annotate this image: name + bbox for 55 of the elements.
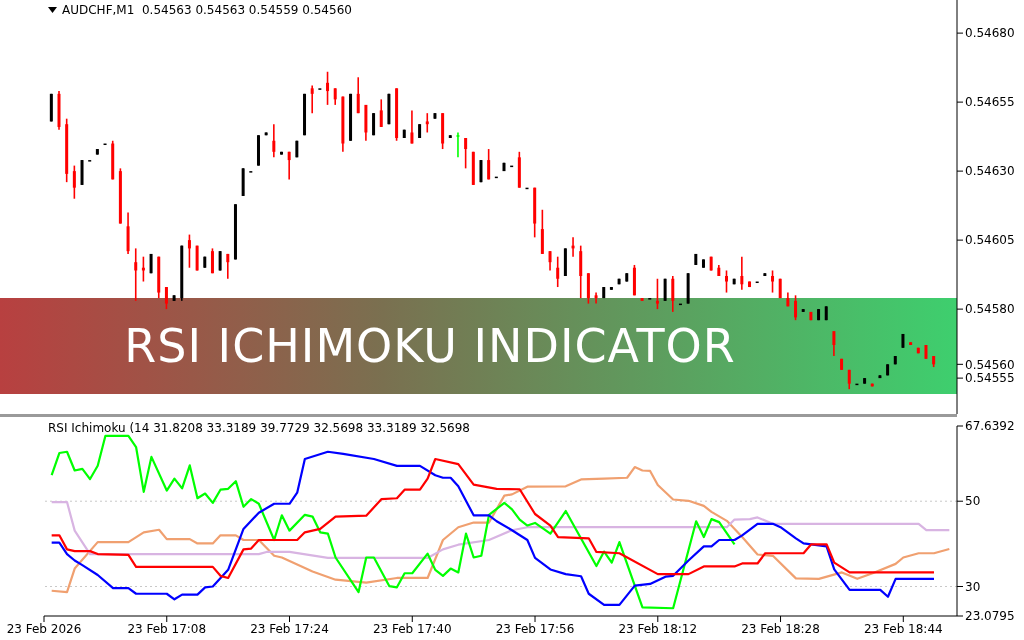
x-tick-label: 23 Feb 17:40 xyxy=(372,621,452,636)
x-tick-label: 23 Feb 17:56 xyxy=(495,621,575,636)
candlestick xyxy=(134,247,138,302)
candlestick xyxy=(226,253,230,280)
annotation: RSI ICHIMOKU INDICATOR xyxy=(124,319,736,373)
y-tick-label: 0.54560 xyxy=(965,357,1015,372)
candlestick xyxy=(410,109,414,145)
y-tick-label: 0.54580 xyxy=(965,302,1015,317)
x-tick-label: 23 Feb 2026 xyxy=(6,621,82,636)
candlestick xyxy=(671,275,675,313)
y-tick-label: 50 xyxy=(965,494,981,509)
x-tick-label: 23 Feb 18:44 xyxy=(863,621,943,636)
y-tick-label: 0.54555 xyxy=(965,371,1015,386)
candlestick xyxy=(210,247,214,275)
candlestick xyxy=(356,76,360,114)
chart-title: AUDCHF,M1 0.54563 0.54563 0.54559 0.54560 xyxy=(62,3,352,17)
x-tick-label: 23 Feb 17:08 xyxy=(127,621,207,636)
line-series xyxy=(50,434,736,610)
candlestick xyxy=(287,151,291,181)
candlestick xyxy=(379,98,383,128)
candlestick xyxy=(72,164,76,200)
candlestick xyxy=(272,123,276,159)
candlestick xyxy=(725,269,728,294)
candlestick xyxy=(187,233,191,269)
y-tick-label: 0.54630 xyxy=(965,164,1015,179)
candlestick xyxy=(771,269,775,294)
y-tick-label: 67.6392 xyxy=(965,419,1015,434)
candlestick xyxy=(326,70,330,106)
candlestick xyxy=(464,137,468,170)
candlestick xyxy=(794,294,798,321)
candlestick xyxy=(740,255,744,291)
y-tick-label: 0.54655 xyxy=(965,95,1015,110)
candlestick xyxy=(556,255,560,288)
x-tick-label: 23 Feb 17:24 xyxy=(250,621,329,636)
line-series xyxy=(50,457,936,580)
y-tick-label: 0.54680 xyxy=(965,26,1015,41)
line-series xyxy=(50,466,951,594)
line-series xyxy=(50,450,936,606)
line-series xyxy=(50,500,951,560)
candlestick xyxy=(701,258,705,269)
y-tick-label: 0.54605 xyxy=(965,233,1015,248)
candlestick xyxy=(456,131,460,159)
candlestick xyxy=(425,112,429,134)
candlestick xyxy=(548,250,552,272)
candlestick xyxy=(280,151,283,156)
x-tick-label: 23 Feb 18:12 xyxy=(618,621,698,636)
chart-title: RSI Ichimoku (14 31.8208 33.3189 39.7729 32.5698 33.3189 32.5698 xyxy=(48,421,470,435)
candlestick xyxy=(832,330,836,357)
x-tick-label: 23 Feb 18:28 xyxy=(741,621,820,636)
candlestick xyxy=(310,84,314,114)
y-tick-label: 23.0795 xyxy=(965,609,1015,624)
candlestick xyxy=(487,148,491,181)
candlestick xyxy=(164,286,168,310)
candlestick xyxy=(655,277,659,310)
y-tick-label: 30 xyxy=(965,579,981,594)
